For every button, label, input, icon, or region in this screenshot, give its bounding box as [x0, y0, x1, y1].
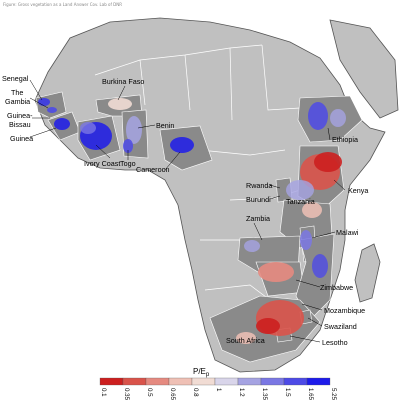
label-swaziland: Swaziland [324, 322, 357, 331]
patch-mozambique [312, 254, 328, 278]
label-zimbabwe: Zimbabwe [320, 283, 353, 292]
legend-swatch-7 [260, 377, 285, 386]
legend-swatch-9 [306, 377, 331, 386]
patch-ethiopia-west [308, 102, 328, 130]
label-rwanda: Rwanda [246, 181, 272, 190]
label-malawi: Malawi [336, 228, 359, 237]
figure-caption: Figure: Gross vegetation as a Land Answe… [3, 2, 123, 7]
legend-swatch-0 [99, 377, 124, 386]
patch-ethiopia-east [330, 109, 346, 127]
data-patches [38, 98, 346, 344]
label-gambia-1: The [11, 88, 23, 97]
leader-lines [29, 79, 346, 343]
legend-tick-label-3: 0.65 [169, 388, 176, 401]
legend-tick-label-6: 1.2 [238, 388, 245, 397]
patch-burkina [108, 98, 132, 110]
patch-togo [123, 139, 133, 153]
legend-tick-label-2: 0.5 [146, 388, 153, 397]
patch-malawi [300, 230, 312, 250]
label-kenya: Kenya [348, 186, 368, 195]
label-cameroon: Cameroon [136, 165, 170, 174]
label-senegal: Senegal [2, 74, 29, 83]
legend-tick-label-8: 1.5 [284, 388, 291, 397]
label-gambia-2: Gambia [5, 97, 30, 106]
legend-tick-label-0: 0.1 [100, 388, 107, 397]
country-labels: Senegal The Gambia Guinea- Bissau Guinea… [2, 74, 368, 347]
patch-senegal [38, 98, 50, 106]
legend-tick-label-9: 1.65 [307, 388, 314, 401]
label-tanzania: Tanzania [286, 197, 315, 206]
arabian-peninsula [329, 19, 399, 119]
patch-kenya-b [314, 152, 342, 172]
patch-south-africa-2 [256, 318, 280, 334]
label-ivory-coast: Ivory Coast [84, 159, 120, 168]
label-lesotho: Lesotho [322, 338, 348, 347]
patch-zimbabwe [258, 262, 294, 282]
legend-swatch-2 [145, 377, 170, 386]
label-togo: Togo [120, 159, 136, 168]
legend-swatch-6 [237, 377, 262, 386]
legend-swatch-3 [168, 377, 193, 386]
legend-swatch-1 [122, 377, 147, 386]
legend-tick-label-7: 1.35 [261, 388, 268, 401]
patch-cameroon [170, 137, 194, 153]
patch-benin [126, 116, 142, 144]
label-burundi: Burundi [246, 195, 271, 204]
patch-tanzania-2 [302, 202, 322, 218]
label-ethiopia: Ethiopia [332, 135, 358, 144]
legend: P/Ep 0.1 0.35 0.5 0.65 0.8 1 1.2 1.35 1.5 1.65 5.2… [99, 367, 337, 401]
legend-swatches [99, 377, 331, 386]
label-guinea-bissau-2: Bissau [9, 120, 31, 129]
label-guinea: Guinea [10, 134, 33, 143]
legend-swatch-5 [214, 377, 239, 386]
patch-tanzania [286, 180, 314, 200]
label-benin: Benin [156, 121, 174, 130]
patch-ivory-coast-2 [80, 122, 96, 134]
label-mozambique: Mozambique [324, 306, 365, 315]
legend-swatch-8 [283, 377, 308, 386]
legend-tick-label-5: 1 [215, 388, 222, 392]
legend-swatch-4 [191, 377, 216, 386]
legend-tick-label-1: 0.35 [123, 388, 130, 401]
legend-tick-label-4: 0.8 [192, 388, 199, 397]
patch-southern-border [236, 332, 256, 344]
patch-guinea [54, 118, 70, 130]
label-guinea-bissau-1: Guinea- [7, 111, 33, 120]
patch-zambia [244, 240, 260, 252]
label-burkina-faso: Burkina Faso [102, 77, 144, 86]
madagascar [354, 243, 381, 303]
label-zambia: Zambia [246, 214, 270, 223]
label-south-africa: South Africa [226, 336, 265, 345]
patch-gambia [47, 107, 57, 113]
legend-tick-label-10: 5.25 [330, 388, 337, 401]
legend-title: P/Ep [193, 367, 210, 378]
legend-ticks: 0.1 0.35 0.5 0.65 0.8 1 1.2 1.35 1.5 1.65 5.25 [100, 388, 337, 401]
